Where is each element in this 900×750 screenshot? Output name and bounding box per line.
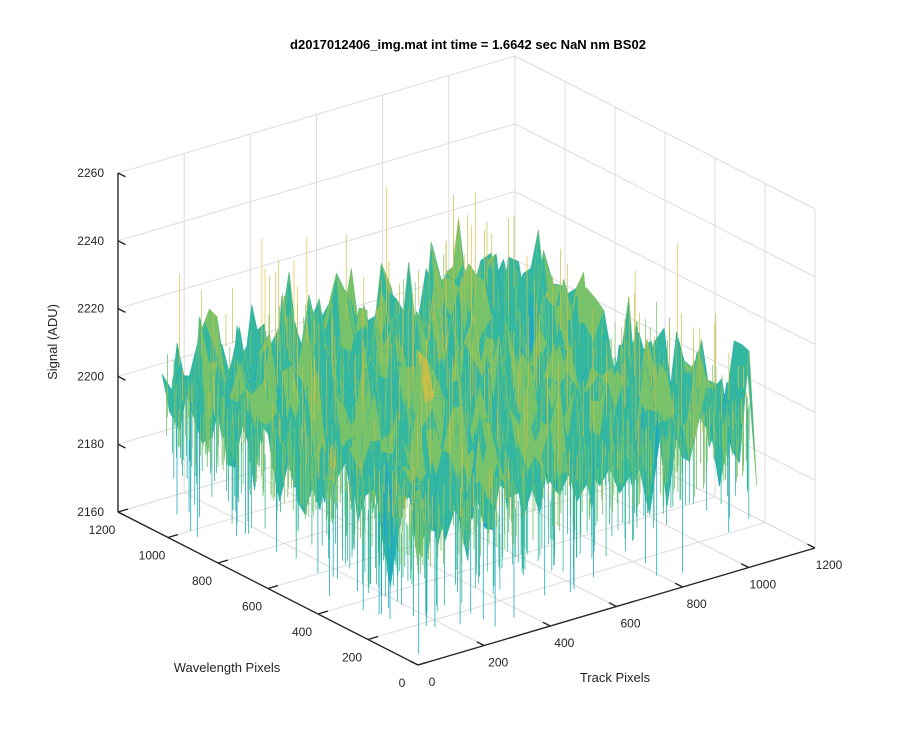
y-axis-tick [367, 635, 379, 641]
y-tick-label: 200 [342, 651, 362, 665]
surface-mesh [161, 186, 758, 654]
x-axis-tick [608, 602, 617, 608]
x-axis-tick [740, 563, 750, 569]
y-axis-tick [117, 508, 129, 513]
z-tick-label: 2240 [77, 234, 104, 248]
x-tick-label: 1200 [816, 558, 843, 572]
x-tick-label: 800 [687, 597, 707, 611]
z-axis-tick [117, 375, 126, 381]
y-tick-label: 1000 [139, 549, 166, 563]
z-axis-label: Signal (ADU) [45, 304, 60, 380]
x-tick-label: 0 [429, 675, 436, 689]
chart-title: d2017012406_img.mat int time = 1.6642 se… [290, 37, 646, 52]
y-tick-label: 600 [242, 600, 262, 614]
y-axis-tick [267, 584, 279, 590]
grid-line-wall-z [514, 55, 816, 210]
x-tick-label: 1000 [749, 578, 776, 592]
z-axis-tick [117, 240, 126, 246]
z-tick-label: 2180 [77, 437, 104, 451]
x-tick-label: 600 [620, 617, 640, 631]
grid-line-wall-z [117, 123, 516, 242]
x-axis-tick [674, 582, 684, 588]
z-tick-label: 2220 [77, 302, 104, 316]
grid-line-floor-y [317, 496, 716, 615]
tick-labels: 0 200 400 600 800 1000 1200 0 200 400 600 800 1000 12… [77, 166, 842, 690]
grid-line-wall-z [117, 55, 516, 174]
z-tick-label: 2200 [77, 369, 104, 383]
y-axis-tick [417, 661, 429, 666]
z-axis-tick [117, 511, 126, 517]
grid-line-floor-y [367, 522, 766, 640]
y-tick-label: 1200 [89, 523, 116, 537]
z-axis-tick [117, 443, 126, 449]
x-axis-tick [410, 660, 419, 666]
grid-line-wall-z [514, 123, 816, 278]
axes [117, 172, 816, 666]
z-axis-tick [117, 307, 126, 314]
y-axis-tick [217, 559, 229, 564]
y-tick-label: 400 [292, 625, 312, 639]
y-tick-label: 800 [192, 574, 212, 588]
x-tick-label: 400 [554, 636, 574, 650]
grid-line-wall-z [117, 191, 516, 310]
z-tick-label: 2160 [77, 505, 104, 519]
y-axis-tick [167, 533, 179, 539]
y-axis-tick [317, 610, 329, 615]
grid-line-wall-z [514, 191, 816, 346]
x-axis-tick [542, 621, 551, 627]
y-axis-label: Wavelength Pixels [174, 660, 281, 675]
x-axis-tick [476, 641, 485, 647]
x-axis-tick [807, 543, 816, 549]
x-axis-label: Track Pixels [580, 670, 651, 685]
x-tick-label: 200 [488, 656, 508, 670]
z-tick-label: 2260 [77, 166, 104, 180]
z-axis-tick [117, 172, 126, 178]
y-tick-label: 0 [399, 676, 406, 690]
